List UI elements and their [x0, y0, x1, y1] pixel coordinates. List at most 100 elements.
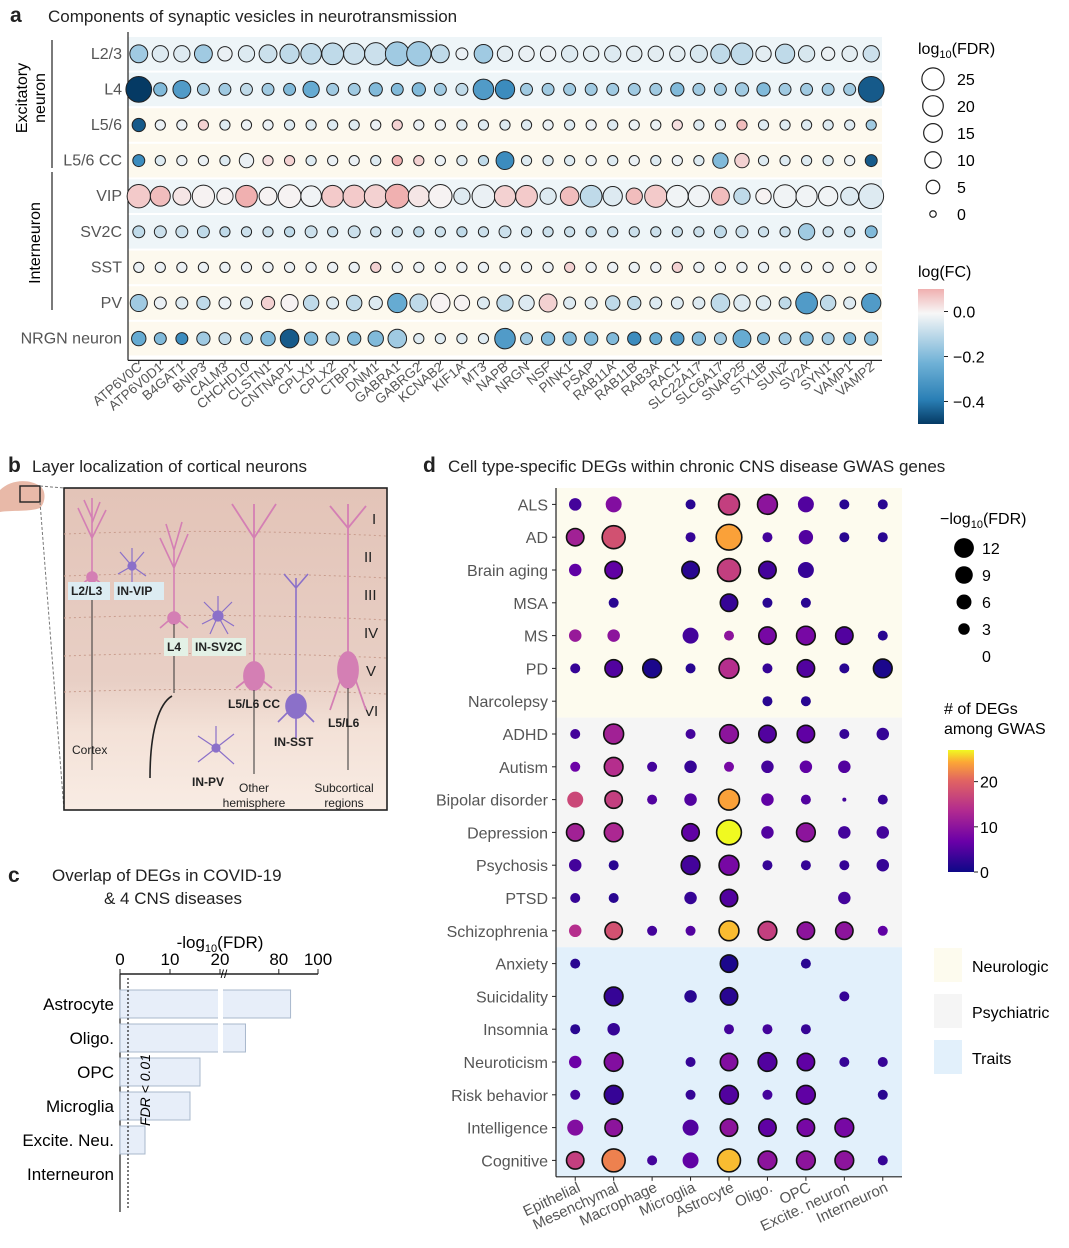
- data-point: [563, 296, 577, 310]
- x-tick-label: 0: [115, 950, 124, 969]
- data-point: [602, 186, 623, 207]
- data-point: [822, 261, 834, 273]
- data-point: [154, 119, 166, 131]
- data-point: [219, 226, 231, 238]
- data-point: [716, 1148, 742, 1173]
- panel-a-group-labels: Excitatory neuron Interneuron: [14, 40, 53, 310]
- layer-label: I: [372, 511, 376, 528]
- data-point: [877, 1089, 888, 1100]
- size-legend-label: 20: [957, 99, 975, 116]
- data-point: [671, 119, 683, 131]
- bar: [119, 1125, 146, 1155]
- data-point: [603, 986, 624, 1007]
- data-point: [757, 1118, 777, 1138]
- data-point: [628, 119, 640, 131]
- data-point: [864, 225, 878, 239]
- data-point: [718, 657, 740, 680]
- data-point: [602, 723, 625, 745]
- data-point: [520, 226, 533, 238]
- data-point: [391, 119, 403, 131]
- size-legend-circle: [924, 151, 942, 169]
- data-point: [684, 990, 697, 1003]
- data-point: [196, 225, 210, 239]
- data-point: [822, 226, 834, 238]
- y-tick-label: L5/6 CC: [63, 153, 122, 170]
- data-point: [801, 261, 813, 273]
- category-legend-swatch: [934, 1040, 962, 1074]
- colorbar-tick-label: 0: [980, 865, 989, 882]
- y-tick-label: Cognitive: [481, 1153, 548, 1170]
- excitatory-group-label-line1: Excitatory: [14, 63, 31, 133]
- data-point: [844, 226, 856, 238]
- category-label: Interneuron: [27, 1165, 114, 1184]
- size-legend-label: 6: [982, 595, 991, 612]
- data-point: [565, 1150, 585, 1170]
- data-point: [456, 333, 468, 345]
- size-legend-circle: [955, 566, 973, 584]
- y-tick-label: ALS: [518, 497, 548, 514]
- data-point: [719, 986, 739, 1006]
- data-point: [779, 119, 791, 131]
- data-point: [601, 1148, 626, 1173]
- data-point: [757, 920, 778, 941]
- bar: [119, 1057, 201, 1087]
- size-legend-label: 12: [982, 541, 1000, 558]
- data-point: [197, 119, 209, 131]
- data-point: [456, 226, 468, 238]
- data-point: [326, 82, 340, 96]
- y-tick-label: PD: [526, 661, 548, 678]
- data-point: [607, 629, 620, 642]
- data-point: [757, 226, 770, 238]
- data-point: [584, 331, 599, 346]
- panel-c-title-line1: Overlap of DEGs in COVID-19: [52, 866, 282, 885]
- data-point: [126, 184, 151, 209]
- data-point: [348, 155, 360, 167]
- zoom-line-bottom: [39, 501, 65, 811]
- layer-label: III: [364, 587, 377, 604]
- data-point: [625, 187, 643, 205]
- size-legend-label: 25: [957, 72, 975, 89]
- category-label: Microglia: [46, 1097, 115, 1116]
- panel-d-label: d: [423, 454, 436, 477]
- size-legend-label: 9: [982, 568, 991, 585]
- data-point: [877, 1057, 888, 1067]
- data-point: [413, 226, 425, 238]
- data-point: [541, 82, 555, 96]
- category-legend-swatch: [934, 994, 962, 1028]
- x-tick-label: 80: [269, 950, 288, 969]
- data-point: [647, 1155, 658, 1166]
- data-point: [774, 43, 796, 64]
- data-point: [387, 328, 408, 349]
- y-tick-label: PTSD: [505, 891, 548, 908]
- data-point: [647, 45, 664, 62]
- data-point: [877, 499, 888, 510]
- y-tick-label: Brain aging: [467, 563, 548, 580]
- data-point: [818, 186, 839, 207]
- data-point: [471, 184, 496, 209]
- data-point: [685, 499, 696, 510]
- data-point: [797, 45, 816, 63]
- panel-d-color-legend: # of DEGs among GWAS 20 10 0: [944, 701, 1046, 882]
- data-point: [761, 760, 774, 774]
- data-point: [841, 45, 858, 62]
- data-point: [430, 292, 451, 314]
- data-point: [133, 261, 145, 273]
- data-point: [839, 499, 850, 510]
- size-legend-circle: [956, 594, 972, 610]
- data-point: [565, 527, 585, 547]
- data-point: [305, 119, 317, 131]
- data-point: [876, 858, 890, 872]
- y-tick-label: L4: [104, 81, 122, 98]
- data-point: [839, 532, 850, 543]
- data-point: [650, 226, 662, 238]
- data-point: [647, 925, 658, 936]
- data-point: [838, 826, 851, 839]
- colorbar-tick-label: 10: [980, 820, 998, 837]
- data-point: [129, 293, 148, 313]
- panel-d-color-legend-title-2: among GWAS: [944, 721, 1046, 738]
- data-point: [499, 119, 511, 131]
- data-point: [861, 292, 882, 314]
- data-point: [733, 187, 751, 205]
- data-point: [434, 155, 446, 167]
- neuron-in-sst: [277, 573, 315, 738]
